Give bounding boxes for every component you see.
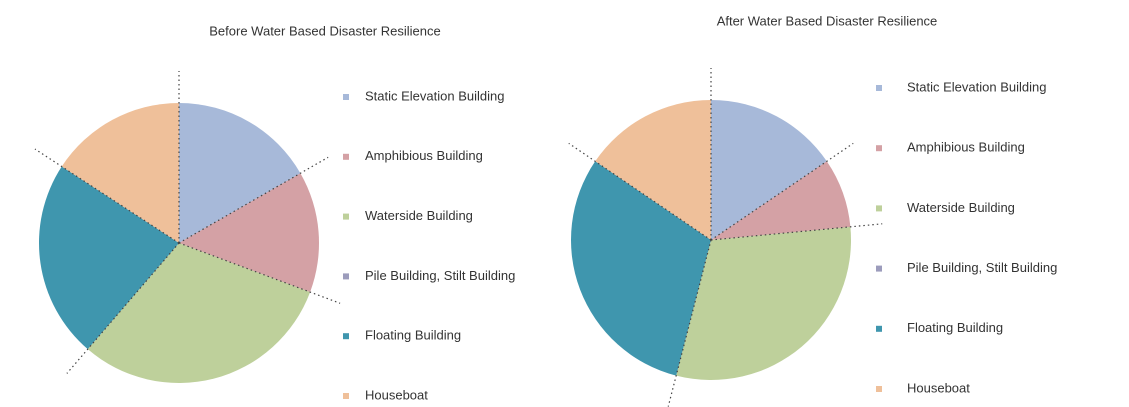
pie-slice — [711, 161, 851, 240]
legend-label: Floating Building — [365, 328, 461, 343]
chart-title: Before Water Based Disaster Resilience — [209, 23, 440, 38]
legend-label: Pile Building, Stilt Building — [365, 268, 515, 283]
slice-divider — [34, 148, 180, 244]
pie-slice — [595, 100, 711, 240]
slice-divider — [66, 242, 180, 374]
legend-swatch — [343, 393, 349, 399]
legend-swatch — [343, 153, 349, 160]
legend-label: Houseboat — [907, 380, 970, 395]
pie-slice — [39, 166, 179, 350]
legend-swatch — [343, 94, 349, 100]
slice-divider — [710, 142, 854, 241]
slice-divider — [178, 242, 341, 304]
pie-slice — [179, 103, 301, 243]
legend-swatch — [343, 273, 349, 280]
pie-slice — [676, 226, 851, 380]
legend-label: Static Elevation Building — [365, 88, 504, 103]
pie-slice — [179, 173, 319, 293]
chart-title: After Water Based Disaster Resilience — [717, 13, 938, 28]
legend-swatch — [876, 386, 882, 392]
legend-label: Amphibious Building — [365, 148, 483, 163]
legend-label: Floating Building — [907, 320, 1003, 335]
legend-swatch — [876, 145, 882, 152]
slice-divider — [568, 142, 712, 241]
slice-divider — [710, 223, 883, 241]
legend-swatch — [343, 213, 349, 220]
legend-swatch — [876, 205, 882, 212]
legend-label: Static Elevation Building — [907, 79, 1046, 94]
pie-slice — [711, 100, 827, 240]
legend-swatch — [343, 333, 349, 340]
slice-divider — [178, 156, 329, 244]
legend-swatch — [876, 265, 882, 272]
legend-swatch — [876, 85, 882, 91]
pie-slice — [571, 161, 711, 376]
slice-divider — [667, 239, 712, 407]
legend-label: Amphibious Building — [907, 140, 1025, 155]
legend-label: Houseboat — [365, 387, 428, 402]
legend-label: Waterside Building — [907, 200, 1015, 215]
legend-swatch — [876, 325, 882, 332]
legend-label: Waterside Building — [365, 208, 473, 223]
pie-slice — [61, 103, 179, 243]
legend-label: Pile Building, Stilt Building — [907, 260, 1057, 275]
pie-slice — [87, 243, 311, 383]
